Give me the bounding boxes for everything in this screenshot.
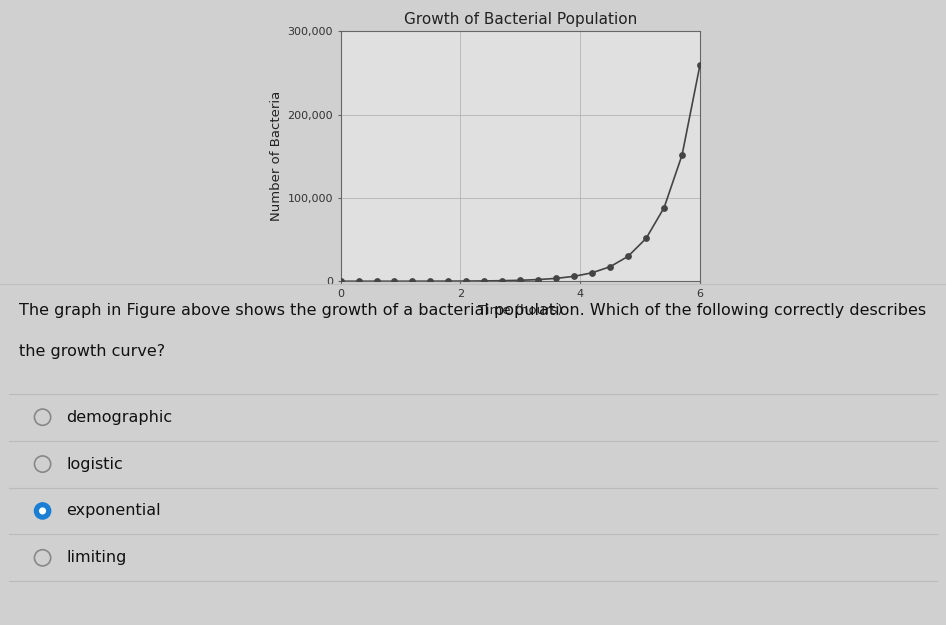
Point (692, 59, 708, 69)
Text: logistic: logistic (66, 456, 123, 471)
X-axis label: Time (hours): Time (hours) (478, 304, 563, 318)
Point (639, 233, 654, 243)
Point (333, 276, 348, 286)
Title: Growth of Bacterial Population: Growth of Bacterial Population (404, 12, 637, 28)
Text: limiting: limiting (66, 550, 127, 565)
Point (621, 251, 636, 261)
Point (549, 273, 564, 283)
Point (657, 202, 672, 212)
Point (441, 276, 456, 286)
Point (369, 276, 384, 286)
Text: The graph in Figure above shows the growth of a bacterial population. Which of t: The graph in Figure above shows the grow… (19, 303, 926, 318)
Point (513, 275, 528, 285)
Point (495, 276, 510, 286)
Point (387, 276, 402, 286)
Point (459, 276, 474, 286)
Point (477, 276, 492, 286)
Text: the growth curve?: the growth curve? (19, 344, 165, 359)
Point (567, 271, 582, 281)
Point (423, 276, 438, 286)
Point (585, 268, 600, 278)
Point (351, 276, 366, 286)
Text: demographic: demographic (66, 410, 172, 424)
Text: exponential: exponential (66, 503, 161, 518)
Point (674, 150, 690, 160)
Point (603, 262, 618, 272)
Y-axis label: Number of Bacteria: Number of Bacteria (271, 91, 283, 221)
Point (405, 276, 420, 286)
Point (531, 274, 546, 284)
